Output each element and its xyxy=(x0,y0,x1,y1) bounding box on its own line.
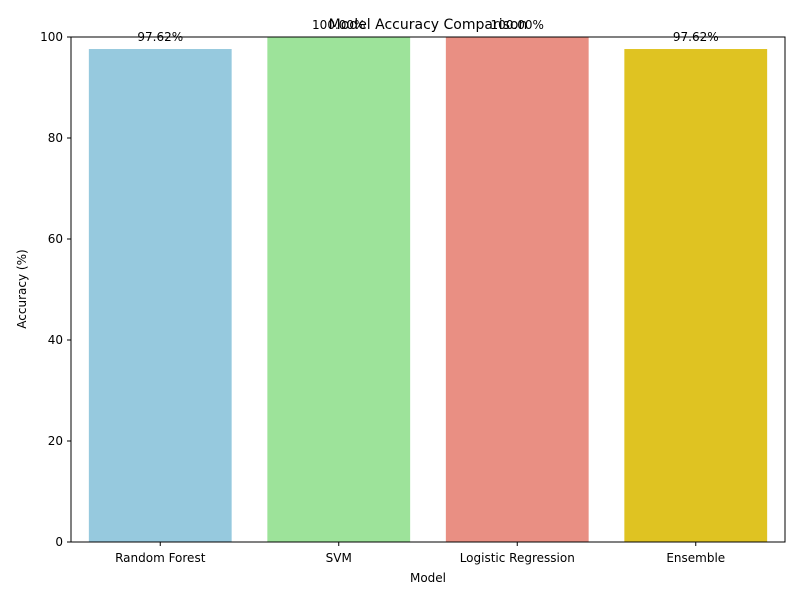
bars-group xyxy=(88,37,768,542)
bar-random-forest xyxy=(88,49,232,542)
bar-logistic-regression xyxy=(445,37,589,542)
chart-title: Model Accuracy Comparison xyxy=(329,17,528,33)
data-label: 97.62% xyxy=(673,30,719,44)
y-tick-label: 100 xyxy=(40,30,63,44)
x-axis-label: Model xyxy=(410,571,446,585)
x-tick-label: Logistic Regression xyxy=(460,551,575,565)
data-label: 100.00% xyxy=(312,18,365,32)
data-label: 97.62% xyxy=(137,30,183,44)
y-tick-label: 0 xyxy=(55,535,63,549)
y-tick-label: 20 xyxy=(48,434,63,448)
data-label: 100.00% xyxy=(491,18,544,32)
x-tick-label: Ensemble xyxy=(666,551,725,565)
x-tick-label: Random Forest xyxy=(115,551,206,565)
y-tick-label: 60 xyxy=(48,232,63,246)
axes-group xyxy=(70,36,786,543)
x-tick-label: SVM xyxy=(326,551,352,565)
y-ticks-group: 0 20 40 60 80 100 xyxy=(40,30,71,549)
bar-svm xyxy=(267,37,411,542)
y-axis-label: Accuracy (%) xyxy=(15,249,29,328)
data-labels-group: 97.62% 100.00% 100.00% 97.62% xyxy=(137,18,718,44)
x-ticks-group: Random Forest SVM Logistic Regression Ensem… xyxy=(115,542,725,565)
plot-frame xyxy=(70,36,786,543)
y-tick-label: 40 xyxy=(48,333,63,347)
bar-ensemble xyxy=(624,49,768,542)
y-tick-label: 80 xyxy=(48,131,63,145)
